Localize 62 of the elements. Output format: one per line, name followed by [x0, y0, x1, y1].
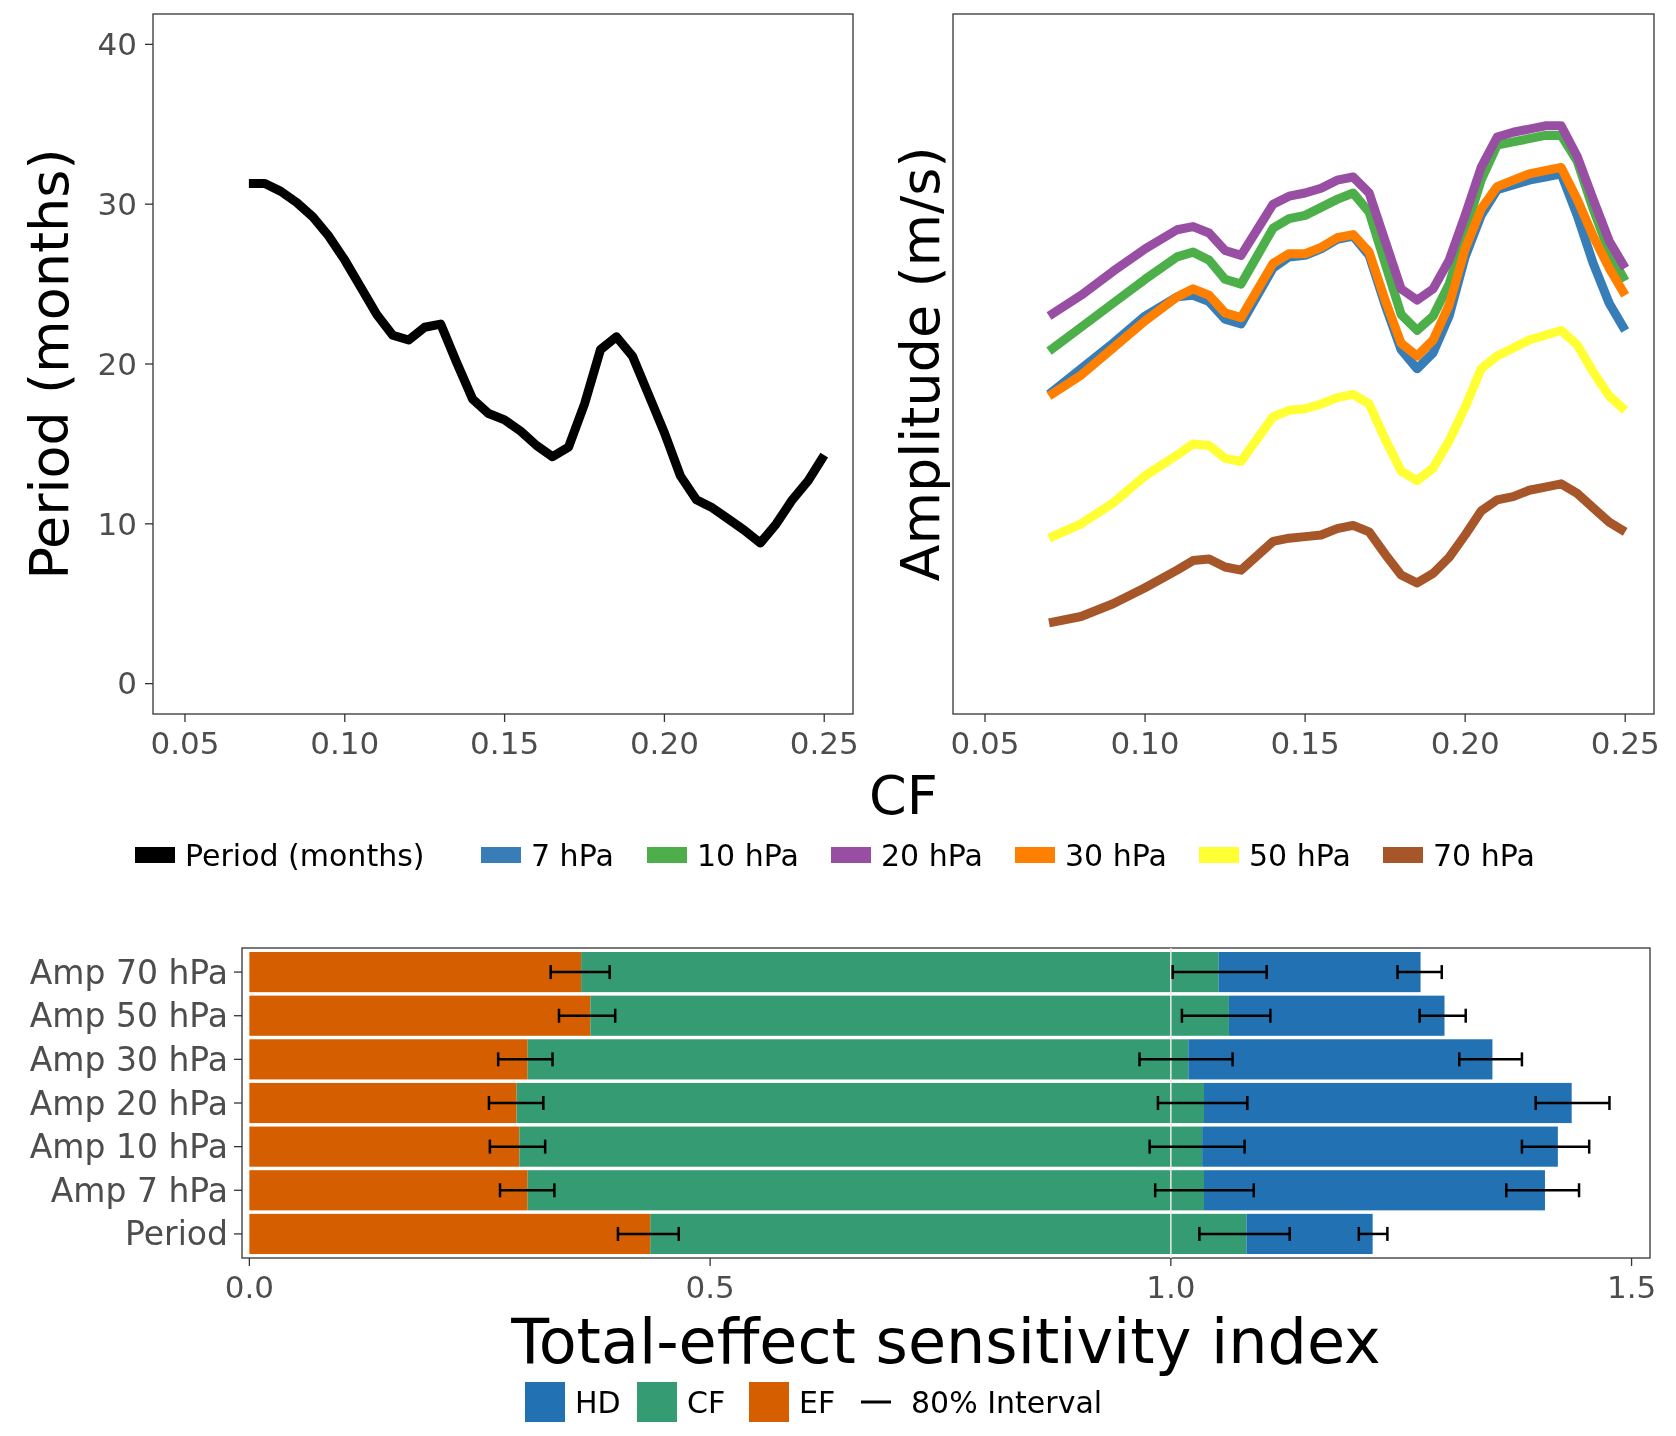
- y-tick-label: 10: [97, 505, 137, 542]
- legend-label: 7 hPa: [531, 837, 614, 873]
- bar: [1228, 995, 1445, 1036]
- bar: [1204, 1170, 1545, 1211]
- bar: [249, 952, 582, 993]
- bar: [516, 1082, 1205, 1124]
- x-tick-label: 0.15: [470, 725, 540, 761]
- bar: [581, 952, 1219, 993]
- bar: [1188, 1039, 1493, 1080]
- bar: [249, 1213, 651, 1254]
- y-tick-label: Amp 30 hPa: [29, 1039, 228, 1079]
- x-tick-label: 0.05: [150, 725, 220, 761]
- y-axis-title: Amplitude (m/s): [889, 146, 952, 582]
- text: 80% Interval: [911, 1384, 1103, 1420]
- y-tick-label: Amp 20 hPa: [29, 1083, 228, 1123]
- y-tick-label: Period: [125, 1214, 228, 1254]
- y-tick-label: Amp 50 hPa: [29, 996, 228, 1036]
- x-tick-label: 0.10: [1110, 725, 1180, 761]
- y-tick-label: 0: [117, 665, 137, 702]
- bar: [249, 995, 591, 1036]
- y-tick-label: Amp 7 hPa: [50, 1170, 228, 1210]
- y-tick-label: 30: [97, 186, 137, 223]
- x-tick-label: 1.5: [1606, 1269, 1657, 1305]
- bar: [590, 995, 1229, 1036]
- x-tick-label: 0.25: [789, 725, 859, 761]
- bar: [527, 1170, 1205, 1211]
- legend-label: HD: [575, 1384, 621, 1420]
- bar: [249, 1039, 528, 1080]
- legend-label: 20 hPa: [881, 837, 983, 873]
- x-tick-label: 0.25: [1590, 725, 1660, 761]
- bar: [1246, 1213, 1373, 1254]
- bar: [519, 1126, 1203, 1167]
- x-tick-label: 0.15: [1270, 725, 1340, 761]
- x-tick-label: 0.0: [224, 1269, 275, 1305]
- x-tick-label: 0.10: [310, 725, 380, 761]
- y-tick-label: Amp 10 hPa: [29, 1127, 228, 1167]
- bar: [527, 1039, 1189, 1080]
- bar: [1204, 1082, 1572, 1124]
- legend-label: 70 hPa: [1433, 837, 1535, 873]
- legend-label: CF: [687, 1384, 726, 1420]
- bar: [650, 1213, 1247, 1254]
- bar: [249, 1126, 520, 1167]
- x-tick-label: 0.20: [1430, 725, 1500, 761]
- x-tick-label: 0.20: [629, 725, 699, 761]
- legend-label: 50 hPa: [1249, 837, 1351, 873]
- legend-label: 30 hPa: [1065, 837, 1167, 873]
- y-axis-title: Period (months): [18, 148, 81, 580]
- legend-label: EF: [799, 1384, 836, 1420]
- x-tick-label: 0.05: [950, 725, 1020, 761]
- legend-label: 10 hPa: [697, 837, 799, 873]
- y-tick-label: 40: [97, 26, 137, 63]
- bar: [1202, 1126, 1558, 1167]
- bar: [249, 1082, 517, 1124]
- x-tick-label: 1.0: [1146, 1269, 1196, 1305]
- x-axis-title: CF: [869, 764, 938, 827]
- bar: [1218, 952, 1421, 993]
- bar: [249, 1170, 528, 1211]
- y-tick-label: Amp 70 hPa: [29, 952, 228, 992]
- x-tick-label: 0.5: [685, 1269, 735, 1305]
- legend-label: Period (months): [185, 837, 425, 873]
- x-axis-title: Total-effect sensitivity index: [510, 1305, 1381, 1378]
- y-tick-label: 20: [97, 345, 137, 382]
